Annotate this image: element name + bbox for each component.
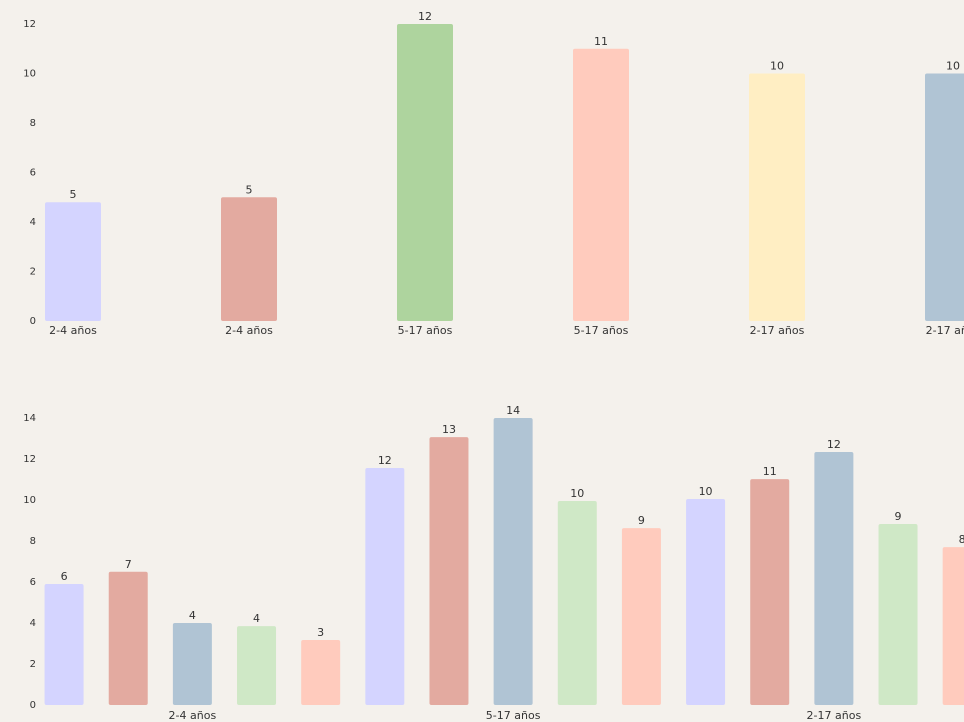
bar [925,73,964,321]
x-tick-label: 5-17 años [486,709,541,722]
x-tick-label: 5-17 años [574,324,629,337]
value-label: 10 [770,60,784,73]
bar [573,48,629,321]
bar [429,437,469,705]
value-label: 13 [442,423,456,436]
value-label: 7 [125,558,132,571]
x-tick-label: 2-4 años [225,324,273,337]
x-tick-label: 2-4 años [169,709,217,722]
value-label: 6 [61,570,68,583]
y-tick-label: 8 [30,118,36,129]
y-tick-label: 2 [30,267,36,278]
value-label: 12 [418,10,432,23]
value-label: 4 [253,612,260,625]
bar [221,197,277,321]
value-label: 9 [895,510,902,523]
x-tick-label: 5-17 años [398,324,453,337]
bar [621,528,661,705]
y-tick-label: 12 [23,19,36,30]
value-label: 10 [570,487,584,500]
bar [237,626,277,705]
y-tick-label: 0 [30,700,36,711]
bar [878,523,918,705]
value-label: 8 [959,533,964,546]
bar [686,498,726,705]
bar [397,24,453,321]
value-label: 5 [70,188,77,201]
y-tick-label: 6 [30,168,36,179]
x-tick-label: 2-17 años [807,709,862,722]
x-tick-label: 2-17 años [926,324,964,337]
bar [493,418,533,705]
bar [749,73,805,321]
y-tick-label: 2 [30,659,36,670]
value-label: 4 [189,609,196,622]
y-tick-label: 10 [23,495,36,506]
bar [365,468,405,705]
value-label: 10 [699,485,713,498]
y-tick-label: 0 [30,316,36,327]
y-tick-label: 6 [30,577,36,588]
bar [301,640,341,705]
y-tick-label: 4 [30,217,36,228]
bar [942,547,964,705]
bar [44,584,84,705]
value-label: 10 [946,60,960,73]
y-tick-label: 14 [23,413,36,424]
value-label: 12 [378,454,392,467]
y-tick-label: 4 [30,618,36,629]
value-label: 11 [594,35,608,48]
bar [108,571,148,705]
y-tick-label: 12 [23,454,36,465]
x-tick-label: 2-4 años [49,324,97,337]
bar [750,479,790,705]
value-label: 3 [317,626,324,639]
bar [814,452,854,705]
bar [45,202,101,321]
value-label: 14 [506,404,520,417]
value-label: 12 [827,438,841,451]
y-tick-label: 10 [23,69,36,80]
x-tick-label: 2-17 años [750,324,805,337]
bar [557,501,597,705]
value-label: 9 [638,514,645,527]
value-label: 11 [763,465,777,478]
bar [172,623,212,705]
y-tick-label: 8 [30,536,36,547]
value-label: 5 [246,183,253,196]
